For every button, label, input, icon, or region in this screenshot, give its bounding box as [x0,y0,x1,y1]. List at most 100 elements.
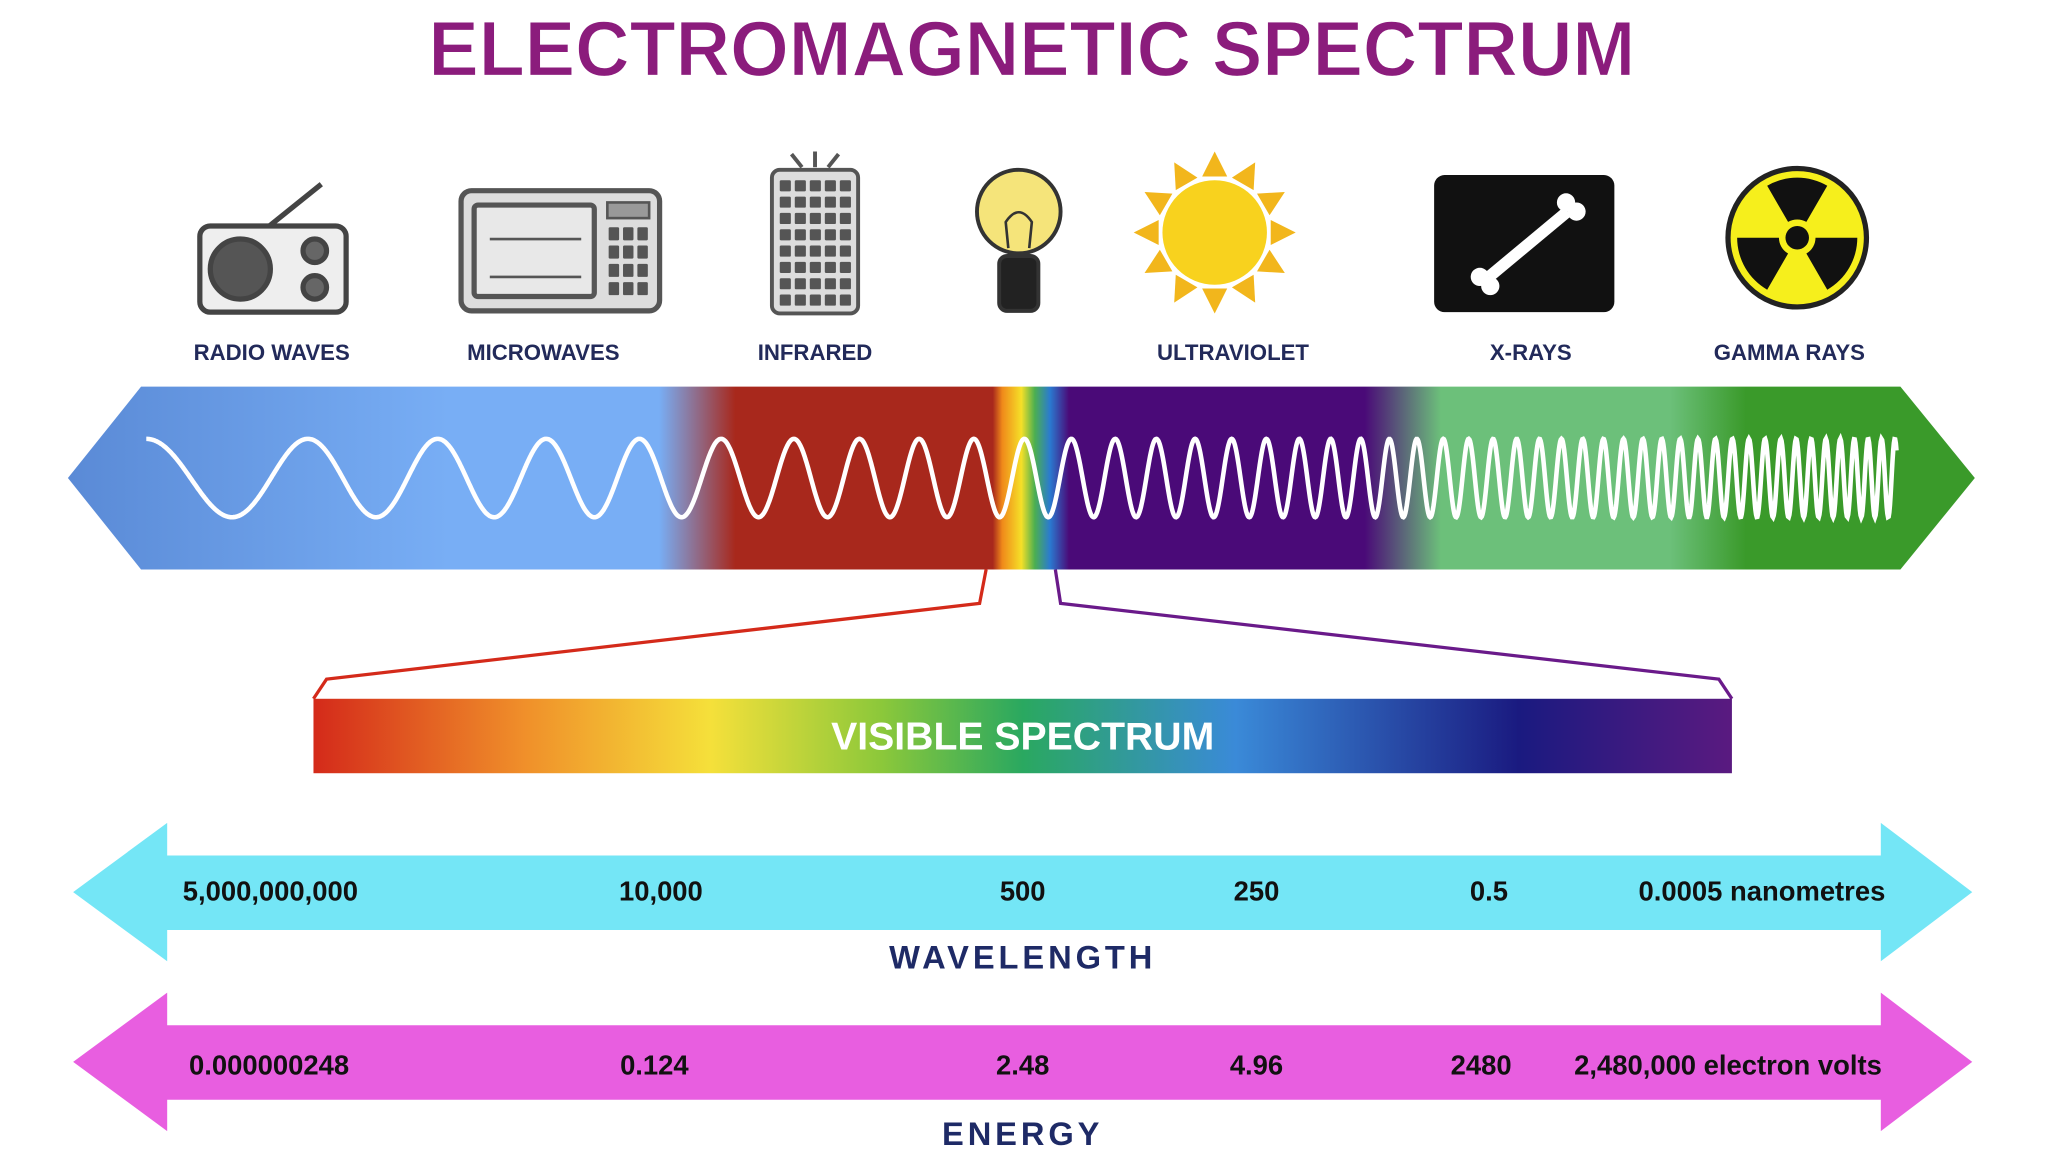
key [824,180,836,192]
key [839,196,851,208]
key [809,261,821,273]
sun-icon [1133,151,1296,314]
key [824,229,836,241]
key [809,278,821,290]
key [794,180,806,192]
wavelength-title: WAVELENGTH [889,939,1156,976]
key [608,245,620,259]
key [623,245,634,259]
sun-ray [1133,219,1159,246]
key [809,294,821,306]
key [794,245,806,257]
key [637,263,648,277]
key [779,212,791,224]
spectrum-band [67,386,1975,570]
key [637,227,648,241]
key [608,282,620,296]
wavelength-label: 0.0005 nanometres [1639,876,1886,907]
wavelength-label: 0.5 [1470,876,1508,907]
energy-arrow [73,992,1973,1132]
sun-ray [1202,151,1228,177]
sun-ray [1257,249,1285,273]
energy-label: 2480 [1451,1049,1512,1080]
key [824,245,836,257]
energy-label: 4.96 [1230,1049,1283,1080]
key [809,212,821,224]
key [824,212,836,224]
key [794,294,806,306]
key [809,229,821,241]
source-label: X-RAYS [1490,340,1572,365]
key [794,261,806,273]
wavelength-label: 500 [1000,876,1046,907]
wave [146,432,1899,524]
key [779,278,791,290]
key [809,180,821,192]
visible-bar [313,698,1732,774]
energy-label: 2,480,000 electron volts [1574,1049,1882,1080]
radiation-icon [1725,165,1870,310]
key [839,180,851,192]
key [779,261,791,273]
key [779,294,791,306]
key [824,294,836,306]
key [794,212,806,224]
key [794,196,806,208]
key [824,261,836,273]
key [839,294,851,306]
trefoil-blade [1737,237,1789,290]
source-label: GAMMA RAYS [1714,340,1865,365]
bulb-icon [975,167,1063,313]
remote-keys [779,180,851,306]
visible-label: VISIBLE SPECTRUM [831,716,1214,759]
key [779,180,791,192]
key [779,196,791,208]
key [839,212,851,224]
key [809,196,821,208]
source-label: ULTRAVIOLET [1157,340,1309,365]
xray-icon [1434,175,1615,313]
sun-ray [1270,219,1296,246]
source-label: MICROWAVES [467,340,619,365]
source-label: INFRARED [758,340,873,365]
title: ELECTROMAGNETIC SPECTRUM [428,5,1635,93]
key [779,229,791,241]
microwave-icon [458,188,663,314]
sun-ray [1174,162,1198,191]
key [623,263,634,277]
key [824,196,836,208]
key [794,278,806,290]
sun-ray [1144,249,1173,273]
energy-label: 0.000000248 [189,1049,349,1080]
key [623,282,634,296]
key [637,245,648,259]
key [839,261,851,273]
energy-label: 0.124 [620,1049,689,1080]
connector-red [312,569,988,700]
key [623,227,634,241]
key [608,263,620,277]
sun-ray [1231,274,1256,303]
sun-ray [1144,192,1173,216]
source-label: RADIO WAVES [194,340,350,365]
wavelength-label: 10,000 [619,876,703,907]
connector-violet [1053,569,1734,700]
key [637,282,648,296]
key [809,245,821,257]
sun-ray [1231,162,1256,191]
key [839,229,851,241]
key [794,229,806,241]
radio-icon [197,182,349,315]
sun-ray [1202,288,1228,314]
energy-title: ENERGY [942,1115,1103,1152]
sun-disc [1162,180,1267,285]
key [608,227,620,241]
sun-ray [1257,192,1285,216]
wavelength-label: 250 [1234,876,1280,907]
wavelength-label: 5,000,000,000 [183,876,358,907]
key [824,278,836,290]
key [779,245,791,257]
sun-ray [1174,274,1198,303]
